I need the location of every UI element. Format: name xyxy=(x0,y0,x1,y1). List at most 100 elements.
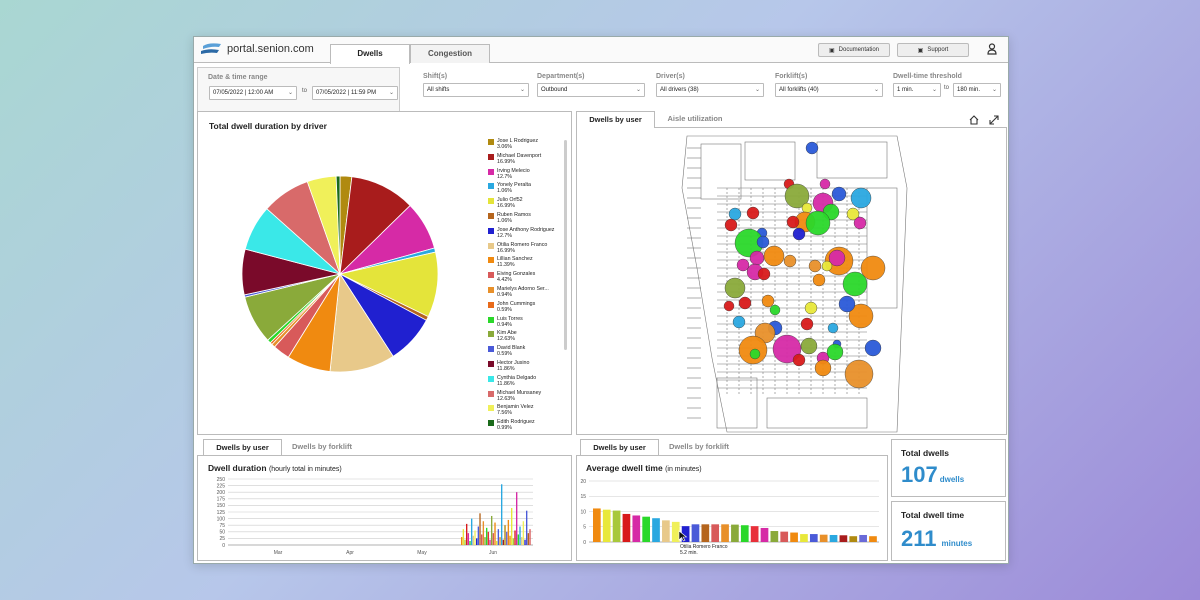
forklifts-select[interactable]: All forklifts (40) ⌄ xyxy=(775,83,883,97)
duration-bar[interactable] xyxy=(467,533,470,545)
duration-bar[interactable] xyxy=(507,519,510,545)
duration-bar[interactable] xyxy=(514,530,516,545)
duration-bar[interactable] xyxy=(504,525,506,545)
avg-dwell-bar[interactable] xyxy=(671,521,680,542)
avg-dwell-bar[interactable] xyxy=(701,524,710,542)
legend-item[interactable]: Otilia Romero Franco 16.99% xyxy=(488,242,568,257)
duration-bar[interactable] xyxy=(509,535,511,545)
dwell-bubble[interactable] xyxy=(757,267,771,281)
drivers-select[interactable]: All drivers (38) ⌄ xyxy=(656,83,764,97)
avg-dwell-bar[interactable] xyxy=(711,524,720,542)
duration-bar[interactable] xyxy=(474,530,476,545)
shifts-select[interactable]: All shifts ⌄ xyxy=(423,83,529,97)
home-icon[interactable] xyxy=(969,115,979,125)
duration-bar[interactable] xyxy=(512,538,515,545)
logo[interactable]: portal.senion.com xyxy=(201,42,314,56)
duration-bar[interactable] xyxy=(491,515,493,545)
pie-slice[interactable] xyxy=(335,175,341,275)
tab-aisle-utilization[interactable]: Aisle utilization xyxy=(667,114,723,123)
legend-item[interactable]: Eiving Gonzales 4.42% xyxy=(488,271,568,286)
duration-bar[interactable] xyxy=(479,513,481,545)
duration-bar[interactable] xyxy=(506,531,508,545)
avg-dwell-bar[interactable] xyxy=(642,516,651,542)
duration-bar[interactable] xyxy=(511,508,513,545)
avg-dwell-bar[interactable] xyxy=(809,534,818,542)
avg-dwell-bar[interactable] xyxy=(859,534,867,542)
legend-item[interactable]: Luis Torres 0.94% xyxy=(488,316,568,331)
dwell-bubble[interactable] xyxy=(792,353,806,367)
duration-bar[interactable] xyxy=(502,539,505,545)
duration-bar[interactable] xyxy=(461,537,463,545)
legend-item[interactable]: Ruben Ramos 1.06% xyxy=(488,212,568,227)
legend-item[interactable]: Julio Orf52 16.99% xyxy=(488,197,568,212)
legend-item[interactable]: Benjamin Velez 7.56% xyxy=(488,404,568,419)
dwell-bubble[interactable] xyxy=(831,186,847,202)
duration-bar[interactable] xyxy=(484,537,486,545)
pie-slice[interactable] xyxy=(339,176,411,276)
duration-bar[interactable] xyxy=(476,538,478,545)
legend-item[interactable]: Lillian Sanchez 11.39% xyxy=(488,256,568,271)
legend-item[interactable]: Hector Jusino 11.86% xyxy=(488,360,568,375)
legend-item[interactable]: Cynthia Delgado 11.86% xyxy=(488,375,568,390)
tab-duration-dwells-by-user[interactable]: Dwells by user xyxy=(203,439,282,456)
legend-item[interactable]: Michael Munsaney 12.63% xyxy=(488,390,568,405)
dwell-bubble[interactable] xyxy=(749,250,765,266)
dwell-bubble[interactable] xyxy=(827,322,839,334)
tab-avg-dwells-by-forklift[interactable]: Dwells by forklift xyxy=(668,442,729,451)
avg-dwell-bar[interactable] xyxy=(819,534,828,542)
avg-dwell-bar[interactable] xyxy=(622,513,631,542)
dwell-bubble[interactable] xyxy=(756,235,770,249)
dwell-bubble[interactable] xyxy=(860,255,886,281)
duration-bar[interactable] xyxy=(494,522,496,545)
dwell-bubble[interactable] xyxy=(784,183,810,209)
dwell-bubble[interactable] xyxy=(724,218,738,232)
duration-bar[interactable] xyxy=(466,523,468,545)
duration-bar[interactable] xyxy=(472,535,475,545)
avg-dwell-bar[interactable] xyxy=(829,534,838,542)
dwell-bubble[interactable] xyxy=(812,273,826,287)
start-datetime-select[interactable]: 07/05/2022 | 12:00 AM ⌄ xyxy=(209,86,297,100)
dwell-bubble[interactable] xyxy=(772,334,802,364)
dwell-bubble[interactable] xyxy=(761,294,775,308)
duration-bar[interactable] xyxy=(524,539,526,545)
duration-bar[interactable] xyxy=(471,518,473,545)
dwell-bubble[interactable] xyxy=(844,359,874,389)
duration-bar[interactable] xyxy=(464,539,466,545)
dwell-bubble[interactable] xyxy=(805,141,819,155)
dwell-bubble[interactable] xyxy=(842,271,868,297)
dwell-bubble[interactable] xyxy=(819,178,831,190)
avg-dwell-bar[interactable] xyxy=(869,536,877,542)
avg-chart[interactable]: 0 5 10 15 20 xyxy=(577,474,887,560)
legend-item[interactable]: Marielys Adorno Ser... 0.94% xyxy=(488,286,568,301)
duration-bar[interactable] xyxy=(481,534,483,545)
dwell-bubble[interactable] xyxy=(723,300,735,312)
avg-dwell-bar[interactable] xyxy=(849,536,858,542)
legend-item[interactable]: Michael Davenport 16.99% xyxy=(488,153,568,168)
dwell-bubble[interactable] xyxy=(792,227,806,241)
avg-dwell-bar[interactable] xyxy=(731,524,739,542)
avg-dwell-bar[interactable] xyxy=(770,531,779,542)
duration-bar[interactable] xyxy=(529,529,531,545)
dwell-bubble[interactable] xyxy=(814,359,832,377)
dwell-bubble[interactable] xyxy=(828,249,846,267)
dwell-bubble[interactable] xyxy=(763,245,785,267)
duration-bar[interactable] xyxy=(486,527,488,545)
avg-dwell-bar[interactable] xyxy=(662,520,670,542)
dwell-bubble[interactable] xyxy=(805,210,831,236)
dwell-bubble[interactable] xyxy=(808,259,822,273)
duration-bar[interactable] xyxy=(489,539,491,545)
pie-slice[interactable] xyxy=(329,272,394,373)
threshold-min-select[interactable]: 1 min. ⌄ xyxy=(893,83,941,97)
duration-bar[interactable] xyxy=(462,529,465,545)
dwell-bubble[interactable] xyxy=(746,206,760,220)
dwell-bubble[interactable] xyxy=(769,304,781,316)
legend-item[interactable]: Edith Rodriguez 0.99% xyxy=(488,419,568,434)
dwell-bubble[interactable] xyxy=(848,303,874,329)
dwell-bubble[interactable] xyxy=(783,254,797,268)
avg-dwell-bar[interactable] xyxy=(780,531,789,542)
tab-map-dwells-by-user[interactable]: Dwells by user xyxy=(576,111,655,128)
duration-bar[interactable] xyxy=(521,537,523,545)
dwell-bubble[interactable] xyxy=(800,337,818,355)
dwell-bubble[interactable] xyxy=(732,315,746,329)
